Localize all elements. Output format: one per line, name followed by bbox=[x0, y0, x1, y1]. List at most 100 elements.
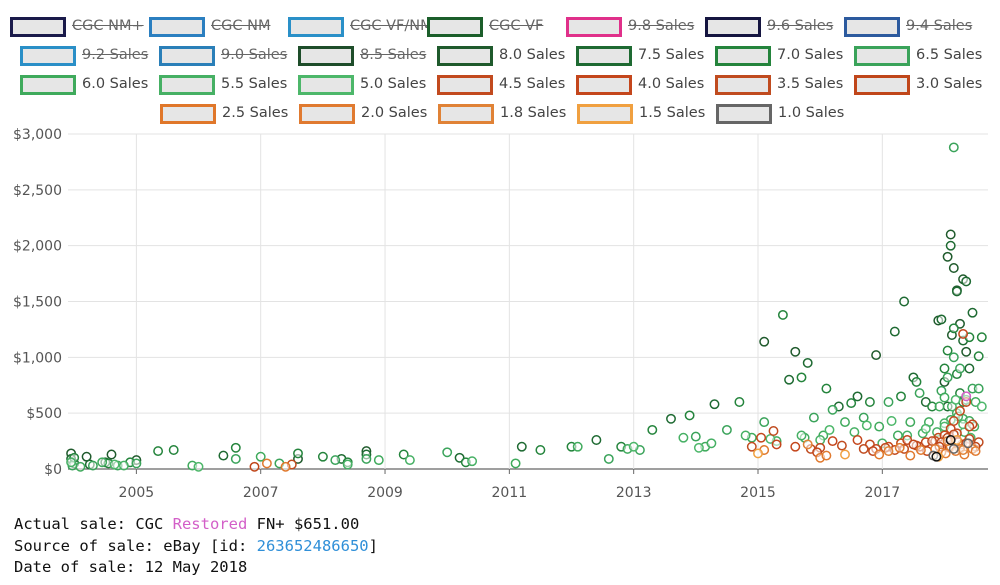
data-point[interactable] bbox=[905, 417, 916, 428]
data-point[interactable] bbox=[759, 417, 770, 428]
data-point[interactable] bbox=[802, 357, 813, 368]
data-point[interactable] bbox=[603, 453, 614, 464]
data-point[interactable] bbox=[796, 430, 807, 441]
data-point[interactable] bbox=[955, 363, 965, 374]
data-point[interactable] bbox=[905, 450, 916, 461]
data-point[interactable] bbox=[871, 350, 882, 361]
data-point[interactable] bbox=[942, 251, 953, 262]
data-point[interactable] bbox=[666, 413, 676, 424]
data-point[interactable] bbox=[950, 394, 961, 405]
data-point[interactable] bbox=[230, 442, 241, 453]
data-point[interactable] bbox=[973, 351, 984, 362]
data-point[interactable] bbox=[693, 442, 704, 453]
data-point[interactable] bbox=[961, 391, 972, 402]
data-point[interactable] bbox=[97, 457, 108, 468]
data-point[interactable] bbox=[442, 447, 453, 458]
data-point[interactable] bbox=[914, 388, 925, 399]
data-point[interactable] bbox=[821, 383, 832, 394]
data-point[interactable] bbox=[808, 412, 819, 423]
data-point[interactable] bbox=[106, 449, 117, 460]
data-point[interactable] bbox=[87, 460, 98, 471]
data-point[interactable] bbox=[709, 399, 720, 410]
data-point[interactable] bbox=[131, 458, 142, 469]
data-point[interactable] bbox=[591, 435, 602, 445]
data-point[interactable] bbox=[973, 383, 984, 394]
data-point[interactable] bbox=[958, 328, 969, 339]
data-point[interactable] bbox=[249, 461, 260, 472]
data-point[interactable] bbox=[948, 323, 959, 334]
data-point[interactable] bbox=[948, 443, 959, 454]
data-point[interactable] bbox=[759, 336, 770, 347]
data-point[interactable] bbox=[827, 436, 838, 447]
data-point[interactable] bbox=[963, 438, 974, 449]
data-point[interactable] bbox=[945, 435, 956, 445]
ebay-id-link[interactable]: 263652486650 bbox=[256, 536, 369, 555]
data-point[interactable] bbox=[317, 451, 328, 462]
data-point[interactable] bbox=[948, 142, 959, 153]
data-point[interactable] bbox=[827, 404, 838, 415]
data-point[interactable] bbox=[572, 441, 583, 452]
data-point[interactable] bbox=[790, 346, 801, 357]
data-point[interactable] bbox=[976, 332, 987, 343]
data-point[interactable] bbox=[467, 456, 478, 467]
data-point[interactable] bbox=[721, 424, 732, 435]
data-point[interactable] bbox=[883, 446, 894, 457]
data-point[interactable] bbox=[939, 363, 950, 374]
data-point[interactable] bbox=[934, 401, 945, 412]
data-point[interactable] bbox=[373, 455, 384, 466]
data-point[interactable] bbox=[118, 460, 129, 471]
data-point[interactable] bbox=[777, 309, 788, 320]
data-point[interactable] bbox=[404, 455, 415, 466]
data-point[interactable] bbox=[218, 450, 229, 461]
data-point[interactable] bbox=[280, 461, 291, 472]
data-point[interactable] bbox=[824, 424, 835, 435]
data-point[interactable] bbox=[230, 453, 241, 464]
data-point[interactable] bbox=[945, 229, 956, 240]
data-point[interactable] bbox=[920, 423, 931, 434]
data-point[interactable] bbox=[734, 397, 745, 407]
data-point[interactable] bbox=[771, 439, 782, 450]
data-point[interactable] bbox=[858, 443, 869, 454]
data-point[interactable] bbox=[109, 459, 120, 470]
data-point[interactable] bbox=[706, 438, 717, 449]
data-point[interactable] bbox=[874, 421, 885, 432]
data-point[interactable] bbox=[647, 424, 658, 435]
data-point[interactable] bbox=[168, 445, 179, 455]
data-point[interactable] bbox=[802, 439, 813, 450]
data-point[interactable] bbox=[846, 398, 857, 409]
data-point[interactable] bbox=[330, 455, 341, 466]
data-point[interactable] bbox=[886, 416, 897, 426]
data-point[interactable] bbox=[510, 458, 521, 469]
data-point[interactable] bbox=[293, 448, 303, 459]
data-point[interactable] bbox=[948, 263, 959, 273]
data-point[interactable] bbox=[915, 445, 926, 455]
data-point[interactable] bbox=[690, 431, 701, 442]
data-point[interactable] bbox=[961, 346, 972, 357]
data-point[interactable] bbox=[756, 432, 767, 443]
data-point[interactable] bbox=[964, 363, 975, 374]
data-point[interactable] bbox=[970, 446, 981, 457]
data-point[interactable] bbox=[361, 453, 372, 464]
data-point[interactable] bbox=[939, 392, 950, 403]
data-point[interactable] bbox=[535, 445, 546, 455]
data-point[interactable] bbox=[948, 352, 959, 363]
data-point[interactable] bbox=[840, 417, 850, 428]
data-point[interactable] bbox=[849, 427, 860, 438]
data-point[interactable] bbox=[964, 421, 975, 432]
data-point[interactable] bbox=[840, 449, 850, 460]
data-point[interactable] bbox=[976, 401, 987, 412]
data-point[interactable] bbox=[955, 405, 965, 416]
data-point[interactable] bbox=[768, 426, 779, 436]
data-point[interactable] bbox=[790, 441, 801, 452]
data-point[interactable] bbox=[75, 461, 86, 472]
data-point[interactable] bbox=[255, 451, 266, 462]
data-point[interactable] bbox=[942, 345, 953, 356]
data-point[interactable] bbox=[945, 240, 956, 251]
data-point[interactable] bbox=[836, 440, 847, 451]
data-point[interactable] bbox=[889, 326, 900, 337]
data-point[interactable] bbox=[193, 461, 204, 472]
data-point[interactable] bbox=[931, 451, 942, 462]
data-point[interactable] bbox=[153, 446, 164, 457]
data-point[interactable] bbox=[516, 441, 527, 452]
data-point[interactable] bbox=[961, 276, 972, 287]
